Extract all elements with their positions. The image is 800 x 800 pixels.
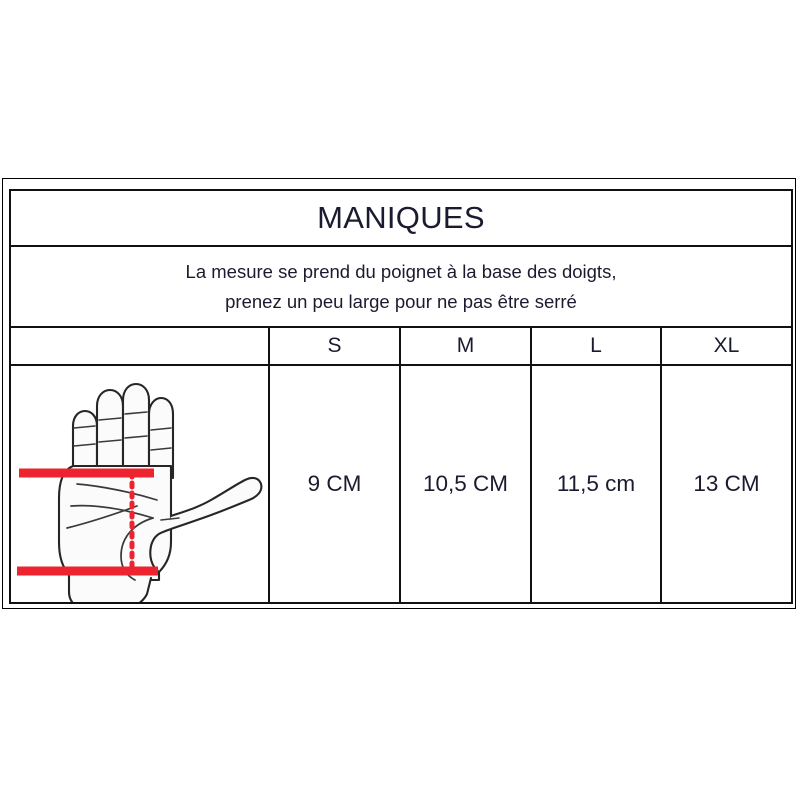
middle-crease-2 [98,417,122,421]
wrist [67,572,153,602]
illustration-header-spacer [9,326,270,366]
hand-outline-group [57,382,263,602]
ring-crease-2 [124,411,148,415]
thumb [149,476,263,574]
hand-palm-measurement-diagram [17,382,263,602]
size-header-label-s: S [327,334,342,357]
size-chart-table: MANIQUES La mesure se prend du poignet à… [9,189,793,604]
size-value-label-m: 10,5 CM [422,471,509,496]
fourth-crease-1 [150,447,172,451]
size-header-label-l: L [590,334,602,357]
index-finger [71,409,99,476]
size-header-label-m: M [456,334,475,357]
instruction-line-2: prenez un peu large pour ne pas être ser… [225,290,577,312]
size-value-s: 9 CM [268,364,401,604]
index-crease-2 [73,425,96,429]
hand-illustration-cell [9,364,270,604]
crease-middle [70,504,154,519]
middle-finger [95,388,125,476]
title-row: MANIQUES [9,189,793,247]
size-chart-frame: MANIQUES La mesure se prend du poignet à… [2,178,796,609]
fourth-crease-2 [150,427,172,431]
thumb-web-crease [160,517,180,521]
size-value-m: 10,5 CM [399,364,532,604]
ring-crease-1 [124,435,148,439]
chart-subtitle-cell: La mesure se prend du poignet à la base … [9,245,793,328]
middle-crease-1 [98,439,122,443]
crease-upper [76,483,158,501]
fourth-finger [147,396,175,480]
size-value-label-xl: 13 CM [693,471,760,496]
size-value-row: 9 CM 10,5 CM 11,5 cm 13 CM [9,364,793,604]
page-title: MANIQUES [317,199,485,235]
size-value-l: 11,5 cm [530,364,662,604]
size-header-label-xl: XL [713,334,740,357]
size-header-l: L [530,326,662,366]
index-crease-1 [73,443,96,447]
size-header-m: M [399,326,532,366]
subtitle-row: La mesure se prend du poignet à la base … [9,245,793,328]
finger-crease-ticks [73,411,180,521]
size-header-s: S [268,326,401,366]
size-value-label-l: 11,5 cm [556,471,636,496]
chart-title-cell: MANIQUES [9,189,793,247]
size-header-xl: XL [660,326,793,366]
measurement-instructions: La mesure se prend du poignet à la base … [11,257,791,317]
size-value-xl: 13 CM [660,364,793,604]
size-value-label-s: 9 CM [307,471,362,496]
instruction-line-1: La mesure se prend du poignet à la base … [185,260,617,282]
size-header-row: S M L XL [9,326,793,366]
ring-finger [121,382,151,476]
